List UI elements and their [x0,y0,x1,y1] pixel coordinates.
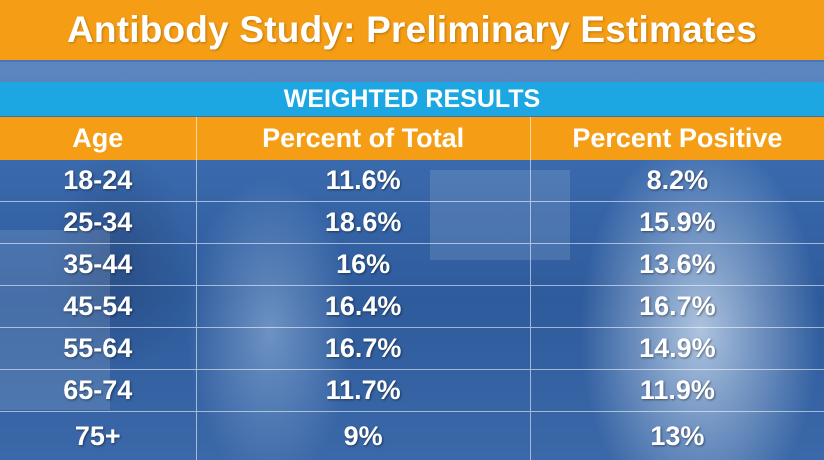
percent-of-total-cell: 16.4% [195,286,530,327]
age-cell: 45-54 [63,291,133,321]
percent-positive-cell: 16.7% [529,286,824,327]
percent-positive-cell: 13% [529,412,824,460]
age-cell: 55-64 [63,333,133,363]
table-row: 75+ 9% 13% [0,412,824,460]
percent-of-total-cell: 18.6% [195,202,530,243]
column-header-age: Age [72,123,124,153]
table-row: 45-54 16.4% 16.7% [0,286,824,328]
age-cell: 18-24 [63,165,133,195]
column-header-percent-positive: Percent Positive [529,117,824,160]
percent-of-total-cell: 9% [195,412,530,460]
percent-positive-cell: 13.6% [529,244,824,285]
page-title: Antibody Study: Preliminary Estimates [66,9,757,50]
table-row: 18-24 11.6% 8.2% [0,160,824,202]
percent-positive-cell: 15.9% [529,202,824,243]
percent-positive-cell: 11.9% [529,370,824,411]
table-row: 65-74 11.7% 11.9% [0,370,824,412]
age-cell: 25-34 [63,207,133,237]
column-header-percent-of-total: Percent of Total [195,117,530,160]
percent-of-total-cell: 16.7% [195,328,530,369]
percent-of-total-cell: 11.7% [195,370,530,411]
section-subtitle: WEIGHTED RESULTS [283,84,541,113]
percent-of-total-cell: 11.6% [195,160,530,201]
percent-positive-cell: 14.9% [529,328,824,369]
percent-of-total-cell: 16% [195,244,530,285]
subtitle-banner: WEIGHTED RESULTS [0,82,824,116]
table-header-row: Age Percent of Total Percent Positive [0,117,824,160]
age-cell: 75+ [74,420,121,451]
percent-positive-cell: 8.2% [529,160,824,201]
title-banner: Antibody Study: Preliminary Estimates [0,0,824,60]
table-row: 55-64 16.7% 14.9% [0,328,824,370]
table-row: 35-44 16% 13.6% [0,244,824,286]
age-cell: 65-74 [63,375,133,405]
results-table: 18-24 11.6% 8.2% 25-34 18.6% 15.9% 35-44… [0,160,824,460]
age-cell: 35-44 [63,249,133,279]
table-row: 25-34 18.6% 15.9% [0,202,824,244]
